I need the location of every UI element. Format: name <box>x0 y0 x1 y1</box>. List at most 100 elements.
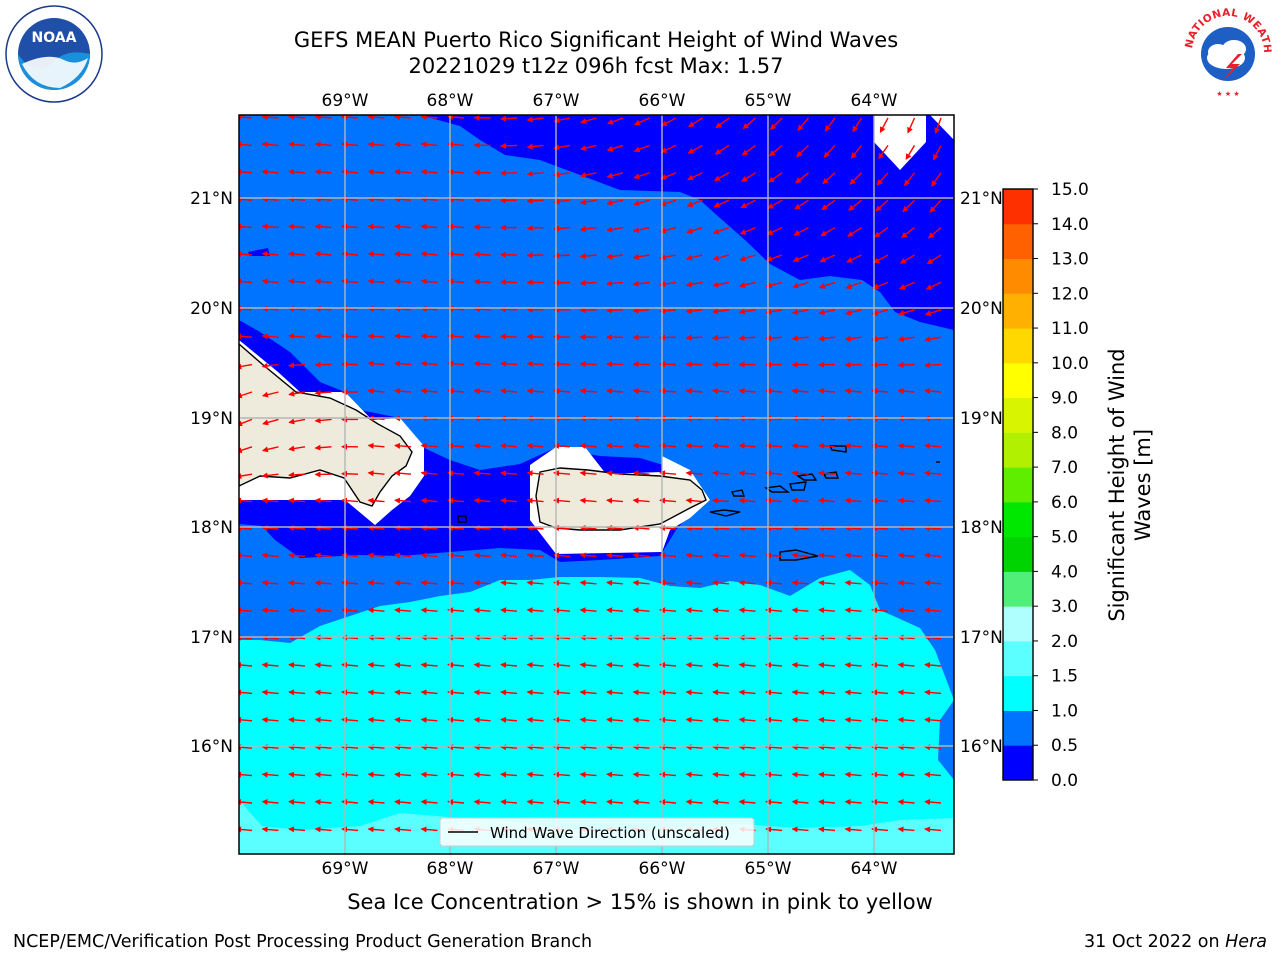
lon-label: 66°W <box>639 91 686 111</box>
wind-wave-arrow <box>367 607 385 614</box>
colorbar-segment <box>1003 675 1033 711</box>
wind-wave-arrow <box>314 716 332 723</box>
wind-wave-arrow <box>606 579 624 586</box>
wind-wave-arrow <box>288 445 306 452</box>
wind-wave-arrow <box>685 607 703 614</box>
graticule <box>239 115 954 854</box>
colorbar-segment <box>1003 640 1033 677</box>
wind-wave-arrow <box>473 662 491 669</box>
wind-wave-arrow <box>500 607 518 614</box>
wind-wave-arrow <box>898 281 915 290</box>
wind-wave-arrow <box>712 470 730 477</box>
noaa-logo: NOAA <box>5 5 103 103</box>
lat-label: 16°N <box>960 737 1003 757</box>
colorbar-frame <box>1002 188 1034 781</box>
wind-wave-arrow <box>742 117 756 130</box>
wind-wave-arrow <box>553 470 571 477</box>
wind-wave-arrow <box>261 362 279 369</box>
wind-wave-arrow <box>844 442 862 449</box>
colorbar-segment <box>1003 223 1033 260</box>
wind-wave-arrow <box>844 525 862 532</box>
wind-wave-arrow <box>768 172 783 183</box>
lat-label: 16°N <box>190 737 233 757</box>
lat-label: 20°N <box>190 299 233 319</box>
colorbar-segment <box>1003 536 1033 572</box>
wind-wave-arrow <box>394 251 412 258</box>
wind-wave-arrow <box>765 607 783 614</box>
wind-wave-arrow <box>447 470 465 477</box>
wind-wave-arrow <box>686 199 703 207</box>
wind-wave-arrow <box>288 689 306 696</box>
wind-wave-arrow <box>924 552 942 559</box>
wind-wave-arrow <box>712 308 730 315</box>
wind-wave-arrow <box>314 525 332 532</box>
wind-wave-arrow <box>685 388 703 395</box>
wind-wave-arrow <box>659 281 677 287</box>
wind-wave-arrow <box>239 552 253 559</box>
wind-wave-arrow <box>818 716 836 723</box>
wind-wave-arrow <box>288 390 306 397</box>
wind-wave-arrow <box>685 771 703 778</box>
wind-wave-arrow <box>897 607 915 614</box>
wind-wave-arrow <box>685 470 703 477</box>
wind-wave-arrow <box>899 254 915 264</box>
wind-wave-arrow <box>420 662 438 669</box>
colorbar-tick-label: 8.0 <box>1051 423 1078 443</box>
wind-wave-arrow <box>871 744 889 751</box>
wind-wave-arrow <box>791 309 809 315</box>
wind-wave-arrow <box>685 308 703 314</box>
wind-wave-arrow <box>632 470 650 477</box>
colorbar-tick-label: 11.0 <box>1051 319 1089 339</box>
wind-wave-arrow <box>632 307 650 314</box>
wind-wave-arrow <box>394 607 412 614</box>
wind-wave-arrow <box>526 689 544 696</box>
wind-wave-arrow <box>553 525 571 532</box>
wind-wave-arrow <box>314 196 332 203</box>
wind-wave-arrow <box>553 716 571 723</box>
wind-wave-arrow <box>553 662 571 669</box>
wind-wave-arrow <box>844 771 862 778</box>
wind-wave-arrow <box>394 442 412 449</box>
wind-wave-arrow <box>239 689 253 696</box>
wind-wave-arrow <box>473 333 491 340</box>
wind-wave-arrow <box>367 442 385 449</box>
lon-label: 67°W <box>533 91 580 111</box>
lon-label: 67°W <box>533 859 580 879</box>
credit-text: NCEP/EMC/Verification Post Processing Pr… <box>13 932 593 952</box>
wind-wave-arrow <box>420 278 438 285</box>
wind-wave-arrow <box>420 442 438 449</box>
wind-wave-arrow <box>791 771 809 778</box>
wind-wave-arrow <box>659 579 677 586</box>
wind-wave-arrow <box>818 579 836 586</box>
wind-wave-arrow <box>314 497 332 504</box>
wind-wave-arrow <box>818 442 836 449</box>
wind-wave-arrow <box>791 744 809 751</box>
wind-wave-arrow <box>844 552 862 559</box>
wind-wave-arrow <box>261 497 279 504</box>
wind-wave-arrow <box>897 689 915 696</box>
wind-wave-arrow <box>526 525 544 532</box>
wind-wave-arrow <box>844 662 862 669</box>
wind-wave-arrow <box>926 254 942 265</box>
wind-wave-arrow <box>897 335 915 342</box>
wind-wave-arrow <box>420 470 438 477</box>
wind-wave-arrow <box>420 579 438 586</box>
wind-wave-arrow <box>447 168 465 175</box>
wind-wave-arrow <box>738 607 756 614</box>
wind-wave-arrow <box>687 144 703 154</box>
wind-wave-arrow <box>740 199 756 209</box>
wind-wave-arrow <box>818 309 836 316</box>
wind-wave-arrow <box>553 171 571 178</box>
wind-wave-arrow <box>579 689 597 696</box>
wind-wave-arrow <box>632 716 650 723</box>
wind-wave-arrow <box>795 172 809 184</box>
land-puerto-rico <box>535 467 707 531</box>
wind-wave-arrow <box>420 689 438 696</box>
wind-wave-arrow <box>897 388 915 395</box>
wind-wave-arrow <box>712 388 730 395</box>
wind-wave-arrow <box>819 254 836 263</box>
wind-wave-arrow <box>394 278 412 285</box>
wind-wave-arrow <box>239 473 253 479</box>
wind-wave-arrow <box>447 607 465 614</box>
wind-wave-arrow <box>239 607 253 614</box>
